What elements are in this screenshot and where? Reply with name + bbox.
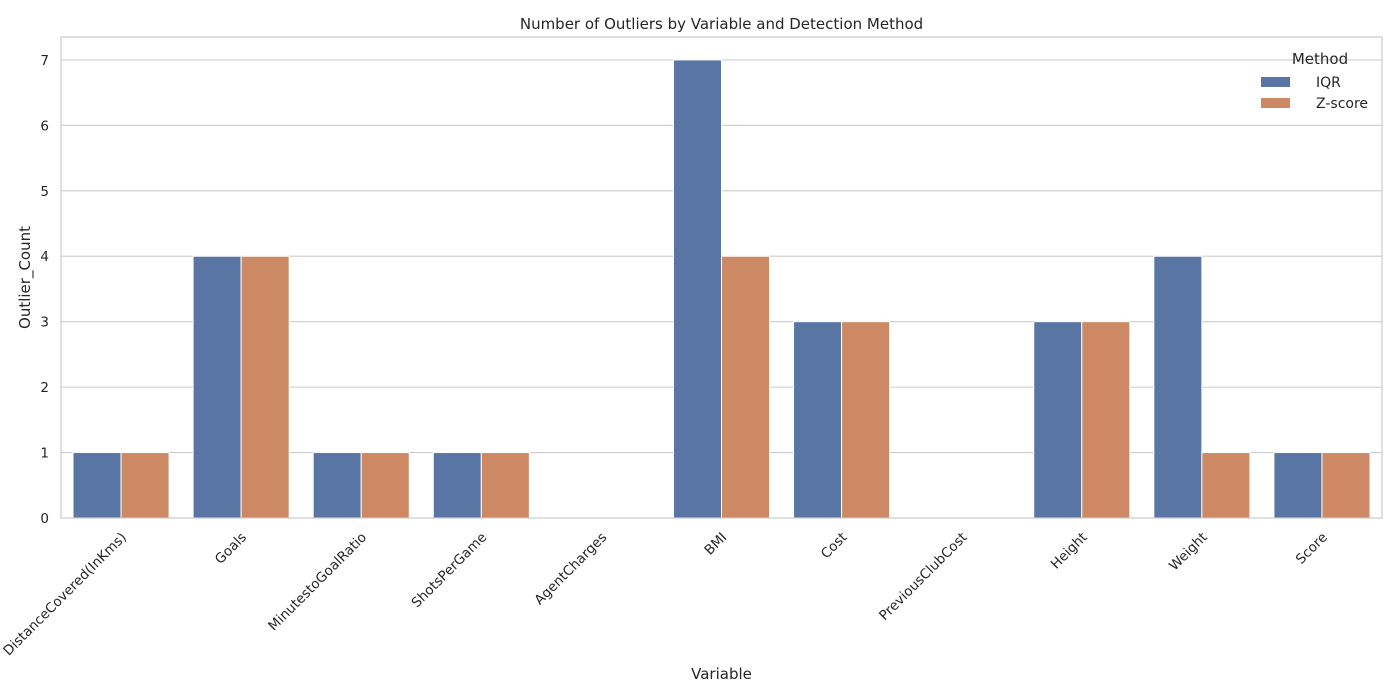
legend-label: Z-score <box>1316 96 1368 112</box>
legend-swatch-iqr <box>1261 77 1290 87</box>
y-tick-labels: 0 1 2 3 4 5 6 7 <box>40 53 49 527</box>
y-tick-label: 1 <box>40 446 49 462</box>
x-tick-label: PreviousClubCost <box>876 530 970 624</box>
x-tick-label: DistanceCovered(InKms) <box>0 530 130 660</box>
y-tick-label: 5 <box>40 184 49 200</box>
bar-iqr-0 <box>72 452 122 519</box>
bars <box>72 59 1371 519</box>
x-tick-label: Cost <box>818 530 851 563</box>
legend: Method IQR Z-score <box>1261 50 1368 112</box>
bar-z-score-0 <box>120 452 170 519</box>
bar-z-score-5 <box>721 255 771 519</box>
bar-z-score-1 <box>240 255 290 519</box>
x-axis-label: Variable <box>691 665 752 683</box>
plot-frame <box>60 36 1383 519</box>
bar-iqr-8 <box>1033 321 1083 519</box>
x-tick-labels: DistanceCovered(InKms) Goals MinutestoGoal… <box>0 530 1330 660</box>
bar-z-score-8 <box>1081 321 1131 519</box>
y-tick-label: 4 <box>40 249 49 265</box>
y-tick-label: 3 <box>40 315 49 331</box>
x-tick-label: Score <box>1293 530 1331 568</box>
bar-iqr-10 <box>1273 452 1323 519</box>
x-tick-label: Goals <box>212 530 250 568</box>
legend-title: Method <box>1292 50 1348 68</box>
x-tick-label: ShotsPerGame <box>409 530 491 612</box>
y-tick-label: 6 <box>40 118 49 134</box>
bar-z-score-2 <box>360 452 410 519</box>
bar-iqr-1 <box>192 255 242 519</box>
y-tick-label: 0 <box>40 511 49 527</box>
chart-title: Number of Outliers by Variable and Detec… <box>520 15 923 33</box>
legend-label: IQR <box>1316 75 1341 91</box>
bar-iqr-6 <box>793 321 843 519</box>
y-tick-label: 2 <box>40 380 49 396</box>
bar-iqr-3 <box>432 452 482 519</box>
legend-swatch-z-score <box>1261 98 1290 108</box>
x-tick-label: MinutestoGoalRatio <box>265 530 370 635</box>
bar-iqr-5 <box>672 59 722 519</box>
bar-z-score-9 <box>1201 452 1251 519</box>
x-tick-label: Height <box>1048 530 1091 573</box>
bar-z-score-3 <box>480 452 530 519</box>
y-tick-label: 7 <box>40 53 49 69</box>
bar-z-score-6 <box>841 321 891 519</box>
bar-z-score-10 <box>1321 452 1371 519</box>
x-tick-label: Weight <box>1166 530 1211 575</box>
bar-iqr-9 <box>1153 255 1203 519</box>
x-tick-label: BMI <box>701 530 730 559</box>
bar-iqr-2 <box>312 452 362 519</box>
x-tick-label: AgentCharges <box>531 530 610 609</box>
y-axis-label: Outlier_Count <box>16 226 35 329</box>
